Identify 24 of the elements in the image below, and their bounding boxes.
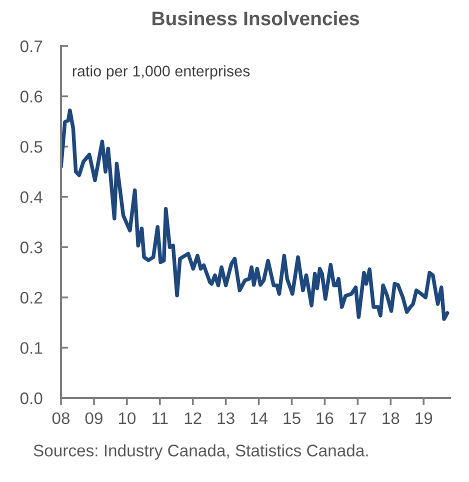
x-tick-label: 18 [382,412,400,424]
x-tick-label: 12 [184,412,202,424]
x-tick-label: 14 [250,412,268,424]
y-axis-title: ratio per 1,000 enterprises [72,65,250,80]
x-tick-label: 16 [316,412,334,424]
x-tick-label: 10 [118,412,136,424]
x-tick-label: 15 [284,412,300,424]
y-tick-label: 0.4 [20,191,42,204]
x-tick-label: 17 [350,412,366,424]
y-tick-label: 0.0 [20,392,42,404]
x-tick-label: 11 [152,412,168,424]
x-tick-label: 09 [85,412,102,424]
y-tick-label: 0.1 [20,342,42,354]
y-tick-label: 0.5 [20,140,42,153]
y-tick-label: 0.2 [20,292,42,304]
y-tick-label: 0.3 [20,242,42,254]
x-tick-label: 08 [52,412,70,424]
line-series [61,108,450,321]
x-tick-label: 19 [416,412,432,424]
x-tick-label: 13 [218,412,234,424]
y-tick-label: 0.7 [20,40,42,52]
y-tick-label: 0.6 [20,90,42,102]
source-note: Sources: Industry Canada, Statistics Canada. [34,444,368,460]
chart-title: Business Insolvencies [152,11,360,26]
